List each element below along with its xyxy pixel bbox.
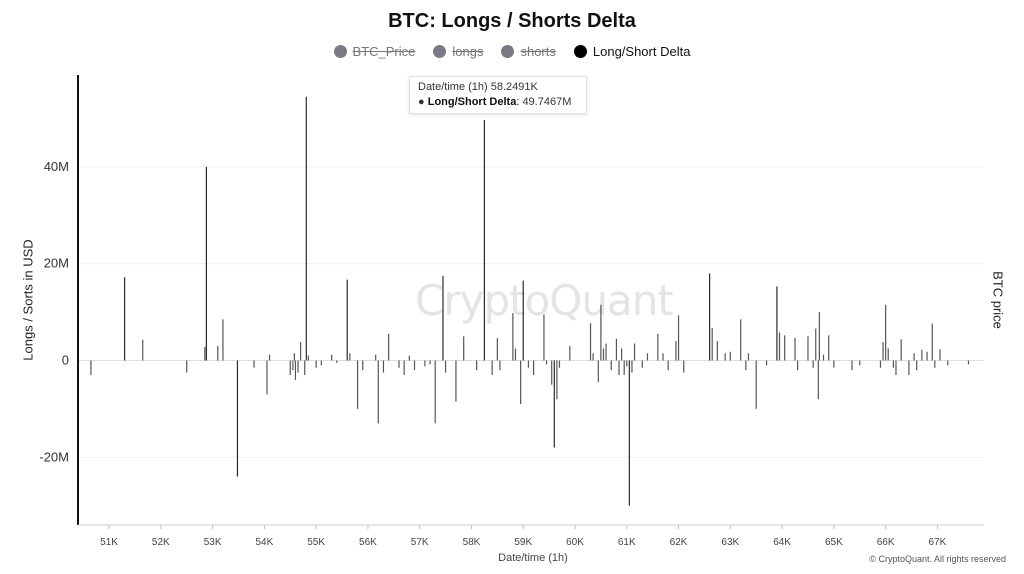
x-tick-label: 51K (100, 537, 118, 548)
x-axis-title: Date/time (1h) (498, 552, 568, 564)
legend-marker-long-short-delta (573, 45, 587, 58)
y-tick-label: 20M (44, 256, 69, 271)
x-tick-label: 52K (152, 537, 170, 548)
tooltip-header: Date/time (1h) 58.2491K (418, 81, 538, 93)
x-tick-label: 61K (618, 537, 636, 548)
tooltip: Date/time (1h) 58.2491K ● Long/Short Del… (409, 76, 587, 114)
y-axis-right-title: BTC price (990, 271, 1006, 329)
chart-legend: BTC_Price longs shorts Long/Short Delta (0, 44, 1024, 59)
x-tick-label: 58K (463, 537, 481, 548)
tooltip-series-label: Long/Short Delta (427, 96, 517, 108)
x-tick-label: 65K (825, 537, 843, 548)
legend-label-longs: longs (452, 44, 484, 59)
legend-label-shorts: shorts (520, 44, 556, 59)
legend-item-btc-price[interactable]: BTC_Price (333, 44, 416, 59)
legend-marker-btc-price (333, 45, 347, 58)
x-tick-label: 57K (411, 537, 429, 548)
x-tick-label: 63K (721, 537, 739, 548)
tooltip-value: : 49.7467M (516, 96, 572, 108)
legend-item-longs[interactable]: longs (433, 44, 483, 59)
legend-marker-longs (433, 45, 447, 58)
copyright-note: © CryptoQuant. All rights reserved (869, 554, 1006, 564)
tooltip-bullet-icon: ● (418, 96, 425, 108)
legend-item-long-short-delta[interactable]: Long/Short Delta (573, 44, 691, 59)
legend-item-shorts[interactable]: shorts (501, 44, 556, 59)
x-tick-label: 56K (359, 537, 377, 548)
x-tick-label: 64K (773, 537, 791, 548)
tooltip-row: ● Long/Short Delta: 49.7467M (418, 96, 578, 108)
y-tick-label: -20M (39, 449, 69, 464)
y-tick-label: 40M (44, 159, 69, 174)
x-tick-label: 62K (670, 537, 688, 548)
legend-label-btc-price: BTC_Price (352, 44, 416, 59)
legend-marker-shorts (501, 45, 515, 58)
y-axis-title: Longs / Sorts in USD (20, 239, 36, 361)
x-tick-label: 60K (566, 537, 584, 548)
x-tick-label: 53K (204, 537, 222, 548)
y-tick-label: 0 (62, 352, 69, 367)
x-tick-label: 67K (929, 537, 947, 548)
chart-title: BTC: Longs / Shorts Delta (388, 10, 636, 32)
x-tick-label: 66K (877, 537, 895, 548)
x-tick-label: 54K (255, 537, 273, 548)
x-tick-label: 55K (307, 537, 325, 548)
x-tick-label: 59K (514, 537, 532, 548)
legend-label-long-short-delta: Long/Short Delta (592, 44, 691, 59)
